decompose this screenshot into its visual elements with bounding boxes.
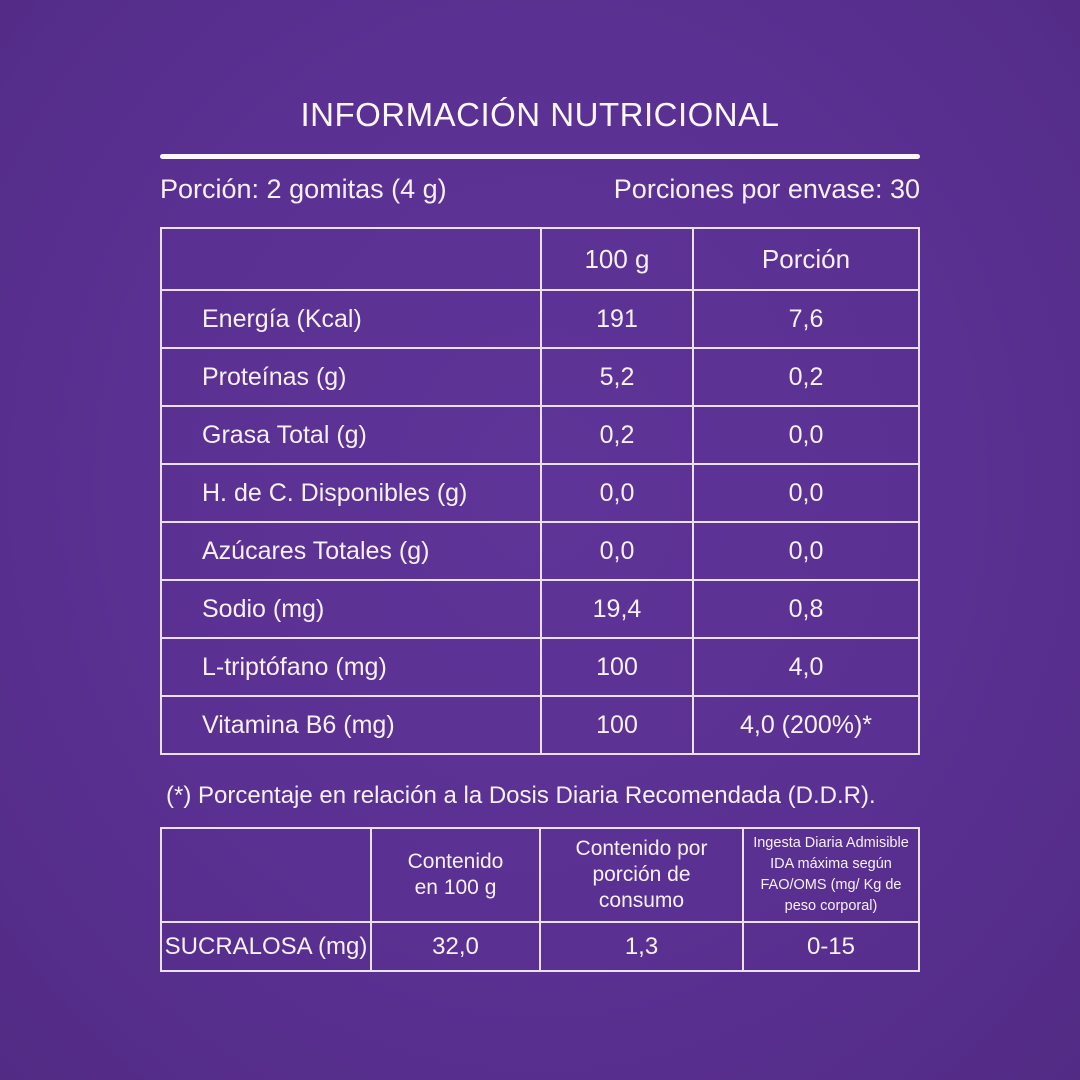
table-row: L-triptófano (mg) 100 4,0 (160, 637, 920, 697)
value-100g: 0,0 (540, 521, 694, 581)
serving-info: Porción: 2 gomitas (4 g) Porciones por e… (160, 174, 920, 205)
sweetener-table: Contenido en 100 g Contenido por porción… (160, 826, 920, 973)
value-portion: 0,0 (692, 405, 920, 465)
value-portion: 7,6 (692, 289, 920, 349)
row-label: H. de C. Disponibles (g) (160, 463, 542, 523)
serving-size-text: Porción: 2 gomitas (4 g) (160, 174, 447, 204)
row-label: Proteínas (g) (160, 347, 542, 407)
table-row: SUCRALOSA (mg) 32,0 1,3 0-15 (160, 921, 920, 973)
value-100g: 191 (540, 289, 694, 349)
table-row: Grasa Total (g) 0,2 0,0 (160, 405, 920, 465)
value-100g: 32,0 (370, 921, 541, 973)
row-label: Azúcares Totales (g) (160, 521, 542, 581)
label-content: INFORMACIÓN NUTRICIONAL Porción: 2 gomit… (160, 0, 920, 973)
row-label: Energía (Kcal) (160, 289, 542, 349)
column-header-blank (160, 227, 542, 291)
column-header-contenido-porcion: Contenido por porción de consumo (539, 826, 744, 924)
value-100g: 19,4 (540, 579, 694, 639)
row-label: L-triptófano (mg) (160, 637, 542, 697)
value-100g: 5,2 (540, 347, 694, 407)
value-100g: 0,2 (540, 405, 694, 465)
value-portion: 0,0 (692, 521, 920, 581)
value-portion: 0,0 (692, 463, 920, 523)
value-100g: 100 (540, 695, 694, 755)
value-portion: 0,2 (692, 347, 920, 407)
table-row: Vitamina B6 (mg) 100 4,0 (200%)* (160, 695, 920, 755)
servings-per-container-text: Porciones por envase: 30 (613, 174, 920, 204)
table-row: Sodio (mg) 19,4 0,8 (160, 579, 920, 639)
value-portion: 1,3 (539, 921, 744, 973)
row-label: SUCRALOSA (mg) (160, 921, 372, 973)
table-row: H. de C. Disponibles (g) 0,0 0,0 (160, 463, 920, 523)
column-header-100g: 100 g (540, 227, 694, 291)
value-portion: 0,8 (692, 579, 920, 639)
table-row: Energía (Kcal) 191 7,6 (160, 289, 920, 349)
row-label: Grasa Total (g) (160, 405, 542, 465)
value-ida: 0-15 (742, 921, 920, 973)
ddr-footnote: (*) Porcentaje en relación a la Dosis Di… (166, 782, 876, 809)
page-title: INFORMACIÓN NUTRICIONAL (300, 96, 780, 133)
row-label: Vitamina B6 (mg) (160, 695, 542, 755)
table-row: Proteínas (g) 5,2 0,2 (160, 347, 920, 407)
value-100g: 100 (540, 637, 694, 697)
sweetener-table-header-row: Contenido en 100 g Contenido por porción… (160, 826, 920, 924)
value-portion: 4,0 (692, 637, 920, 697)
column-header-porcion: Porción (692, 227, 920, 291)
title-underline (160, 154, 920, 159)
value-portion: 4,0 (200%)* (692, 695, 920, 755)
nutrition-table-header-row: 100 g Porción (160, 227, 920, 291)
column-header-blank (160, 826, 372, 924)
column-header-contenido-100g: Contenido en 100 g (370, 826, 541, 924)
value-100g: 0,0 (540, 463, 694, 523)
nutrition-table: 100 g Porción Energía (Kcal) 191 7,6 Pro… (160, 227, 920, 755)
column-header-ida: Ingesta Diaria Admisible IDA máxima segú… (742, 826, 920, 924)
table-row: Azúcares Totales (g) 0,0 0,0 (160, 521, 920, 581)
row-label: Sodio (mg) (160, 579, 542, 639)
